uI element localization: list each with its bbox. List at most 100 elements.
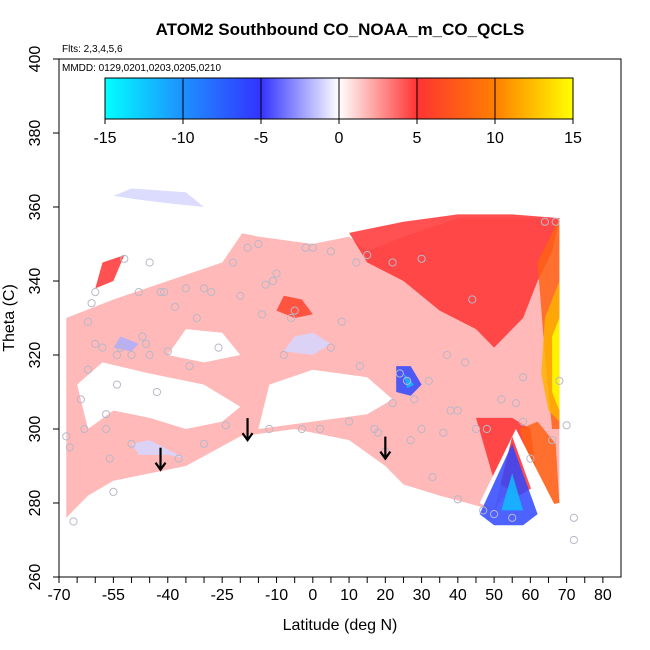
observation-point: [116, 343, 125, 352]
down-arrow: [379, 436, 392, 461]
colorbar: -15 -10 -5 0 5 10 15: [93, 77, 582, 147]
field-region-2: [167, 329, 241, 363]
observation-point: [287, 313, 296, 323]
observation-point: [388, 399, 397, 408]
field-region-13: [479, 429, 560, 515]
observation-point: [555, 376, 564, 385]
observation-point: [65, 443, 75, 452]
flights-info: Flts: 2,3,4,5,6: [62, 44, 123, 55]
observation-point: [261, 280, 270, 289]
observation-point: [272, 269, 281, 278]
observation-point: [228, 258, 238, 267]
observation-point: [145, 258, 154, 267]
observation-point: [562, 421, 571, 430]
x-axis: -70 -55 -40 -25 -10 0 10 20 30 40 50 60 70 80: [47, 577, 612, 604]
field-region-10: [552, 318, 560, 411]
field-region-5: [349, 214, 560, 348]
x-tick-label: 70: [558, 587, 576, 604]
observation-point: [363, 251, 372, 260]
observation-point: [479, 506, 488, 515]
observation-point: [105, 454, 114, 463]
field-region-3: [258, 369, 393, 429]
observation-point: [548, 436, 557, 445]
y-tick-label: 360: [27, 194, 44, 221]
observation-point: [102, 410, 111, 419]
observation-point: [134, 288, 143, 297]
y-tick-label: 380: [27, 120, 44, 147]
observation-point: [439, 428, 448, 437]
observation-point: [109, 487, 118, 496]
observation-point: [468, 295, 477, 304]
x-tick-label: -25: [211, 587, 234, 604]
x-tick-label: -70: [47, 587, 70, 604]
observation-point: [511, 399, 521, 408]
observation-point: [508, 513, 517, 522]
field-region-1: [77, 362, 241, 429]
observation-point: [490, 509, 499, 519]
observation-point: [91, 339, 100, 348]
observation-point: [388, 258, 397, 267]
observation-point: [461, 358, 470, 367]
observation-point: [453, 495, 462, 504]
observation-point: [163, 347, 172, 356]
observation-point: [214, 343, 223, 352]
colorbar-tick-label: 5: [413, 130, 422, 147]
observation-points: [62, 217, 579, 545]
observation-point: [268, 276, 277, 286]
observation-point: [69, 517, 78, 526]
observation-point: [410, 395, 419, 404]
color-field: [66, 188, 560, 526]
x-tick-label: 50: [485, 587, 503, 604]
observation-point: [141, 339, 151, 348]
observation-point: [120, 254, 129, 263]
observation-point: [374, 428, 383, 437]
x-tick-label: -55: [102, 587, 125, 604]
observation-point: [236, 291, 245, 300]
x-tick-label: 30: [413, 587, 431, 604]
observation-point: [170, 302, 180, 311]
dates-info: MMDD: 0129,0201,0203,0205,0210: [62, 63, 221, 74]
observation-point: [152, 387, 161, 397]
observation-point: [257, 310, 267, 319]
observation-point: [102, 424, 111, 434]
observation-point: [337, 317, 346, 326]
observation-point: [569, 513, 579, 522]
observation-point: [540, 217, 550, 226]
observation-point: [395, 369, 404, 378]
observation-point: [519, 417, 528, 426]
observation-point: [569, 535, 579, 545]
colorbar-tick-label: -15: [93, 130, 116, 147]
field-region-19: [283, 332, 331, 355]
observation-point: [243, 243, 252, 252]
observation-point: [62, 432, 71, 441]
observation-point: [174, 454, 183, 463]
observation-point: [345, 417, 354, 426]
observation-point: [127, 439, 136, 448]
y-axis: 260 280 300 320 340 360 380 400: [27, 46, 59, 590]
y-tick-label: 340: [27, 268, 44, 295]
observation-point: [254, 239, 263, 249]
observation-point: [127, 350, 136, 360]
plot-frame: [58, 58, 622, 578]
annotation-arrows: [154, 418, 392, 472]
observation-point: [160, 288, 169, 297]
field-region-4: [66, 214, 248, 318]
colorbar-tick-label: 15: [564, 130, 582, 147]
observation-point: [112, 350, 122, 360]
observation-point: [453, 406, 462, 415]
observation-point: [87, 299, 96, 308]
field-region-20: [131, 440, 186, 459]
chart-title: ATOM2 Southbound CO_NOAA_m_CO_QCLS: [156, 20, 525, 39]
down-arrow: [241, 418, 254, 442]
field-region-21: [113, 336, 139, 352]
x-tick-label: -40: [156, 587, 179, 604]
observation-point: [145, 350, 154, 360]
observation-point: [406, 436, 415, 445]
observation-point: [76, 395, 85, 404]
observation-point: [112, 380, 122, 389]
observation-point: [138, 332, 147, 341]
observation-point: [482, 424, 491, 434]
observation-point: [316, 424, 325, 434]
observation-point: [417, 424, 426, 434]
